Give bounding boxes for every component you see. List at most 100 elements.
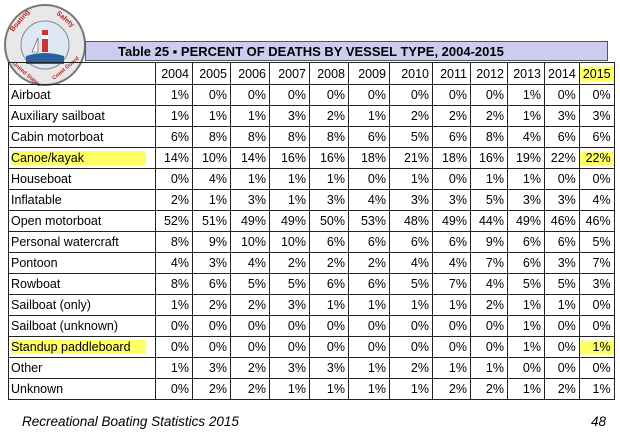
table-cell: 1% (389, 168, 433, 190)
table-cell: 1% (155, 357, 193, 379)
row-label: Open motorboat (8, 210, 156, 232)
table-cell: 51% (192, 210, 231, 232)
row-label: Airboat (8, 84, 156, 106)
table-cell: 2% (432, 105, 471, 127)
table-cell: 1% (348, 378, 390, 400)
table-cell: 3% (578, 273, 615, 295)
table-row: Canoe/kayak 14% 10% 14% 16% 16% 18% 21% 18% 16% 19… (8, 147, 615, 169)
table-cell: 18% (348, 147, 390, 169)
table-cell: 16% (470, 147, 508, 169)
column-header: 2011 (432, 62, 471, 85)
table-cell: 8% (230, 126, 270, 148)
table-cell: 1% (155, 84, 193, 106)
table-cell: 0% (578, 357, 615, 379)
table-cell: 0% (269, 315, 310, 337)
column-header: 2005 (192, 62, 231, 85)
table-cell: 0% (269, 84, 310, 106)
table-cell: 22% (578, 147, 615, 169)
table-cell: 2% (155, 189, 193, 211)
table-cell: 49% (507, 210, 545, 232)
table-row: Other 1% 3% 2% 3% 3% 1% 2% 1% 1% 0% 0% 0% (8, 357, 615, 379)
table-cell: 3% (269, 105, 310, 127)
table-cell: 10% (230, 231, 270, 253)
table-cell: 4% (348, 189, 390, 211)
table-cell: 1% (269, 378, 310, 400)
header-row: 2004 2005 2006 2007 2008 2009 2010 2011 2012 2013… (8, 62, 615, 85)
row-label: Canoe/kayak (8, 147, 156, 169)
table-cell: 1% (269, 168, 310, 190)
table-cell: 3% (192, 357, 231, 379)
table-cell: 3% (192, 252, 231, 274)
table-cell: 6% (348, 231, 390, 253)
table-cell: 0% (470, 315, 508, 337)
table-cell: 8% (192, 126, 231, 148)
table-cell: 3% (389, 189, 433, 211)
table-cell: 2% (470, 105, 508, 127)
table-cell: 0% (155, 315, 193, 337)
table-cell: 0% (578, 294, 615, 316)
table-cell: 0% (192, 315, 231, 337)
table-cell: 1% (309, 378, 349, 400)
row-label: Sailboat (only) (8, 294, 156, 316)
table-cell: 19% (507, 147, 545, 169)
table-cell: 48% (389, 210, 433, 232)
table-cell: 49% (230, 210, 270, 232)
table-cell: 50% (309, 210, 349, 232)
table-row: Auxiliary sailboat 1% 1% 1% 3% 2% 1% 2% 2% 2% 1% 3%… (8, 105, 615, 127)
table-cell: 1% (507, 294, 545, 316)
table-cell: 10% (269, 231, 310, 253)
table-cell: 0% (544, 357, 580, 379)
table-cell: 6% (309, 273, 349, 295)
table-cell: 1% (432, 294, 471, 316)
table-cell: 4% (192, 168, 231, 190)
table-cell: 46% (544, 210, 580, 232)
table-cell: 1% (507, 84, 545, 106)
table-cell: 5% (389, 126, 433, 148)
table-cell: 0% (432, 168, 471, 190)
table-cell: 0% (389, 336, 433, 358)
table-row: Airboat 1% 0% 0% 0% 0% 0% 0% 0% 0% 1% 0% 0% (8, 84, 615, 106)
table-cell: 5% (389, 273, 433, 295)
table-row: Rowboat 8% 6% 5% 5% 6% 6% 5% 7% 4% 5% 5% 3% (8, 273, 615, 295)
table-cell: 3% (309, 357, 349, 379)
table-row: Inflatable 2% 1% 3% 1% 3% 4% 3% 3% 5% 3% 3% 4% (8, 189, 615, 211)
table-cell: 0% (470, 336, 508, 358)
highlight: Canoe/kayak (11, 151, 146, 165)
table-cell: 0% (155, 168, 193, 190)
footer-text: Recreational Boating Statistics 2015 (22, 414, 239, 429)
table-row: Personal watercraft 8% 9% 10% 10% 6% 6% 6% 6% 9% 6… (8, 231, 615, 253)
table-cell: 0% (155, 336, 193, 358)
table-cell: 2% (470, 378, 508, 400)
table-cell: 21% (389, 147, 433, 169)
column-header: 2007 (269, 62, 310, 85)
table-cell: 3% (544, 105, 580, 127)
table-row: Standup paddleboard 0% 0% 0% 0% 0% 0% 0% 0% 0% 1% 0… (8, 336, 615, 358)
table-row: Sailboat (unknown) 0% 0% 0% 0% 0% 0% 0% 0% 0% 1% 0%… (8, 315, 615, 337)
table-cell: 4% (230, 252, 270, 274)
table-title: Table 25 ▪ PERCENT OF DEATHS BY VESSEL T… (85, 41, 608, 61)
table-cell: 1% (507, 336, 545, 358)
table-cell: 49% (432, 210, 471, 232)
table-row: Sailboat (only) 1% 2% 2% 3% 1% 1% 1% 1% 2% 1% 1% 0% (8, 294, 615, 316)
header-cell (8, 62, 156, 85)
table-cell: 0% (470, 84, 508, 106)
table-cell: 5% (269, 273, 310, 295)
table-cell: 1% (230, 168, 270, 190)
table-cell: 1% (432, 357, 471, 379)
table-cell: 3% (578, 105, 615, 127)
table-cell: 6% (155, 126, 193, 148)
table-cell: 1% (230, 105, 270, 127)
row-label: Sailboat (unknown) (8, 315, 156, 337)
table-row: Cabin motorboat 6% 8% 8% 8% 8% 6% 5% 6% 8% 4% 6% 6% (8, 126, 615, 148)
table-cell: 3% (432, 189, 471, 211)
table-cell: 0% (544, 84, 580, 106)
page-number: 48 (590, 414, 606, 429)
table-cell: 1% (507, 378, 545, 400)
table-cell: 8% (269, 126, 310, 148)
table-cell: 8% (155, 273, 193, 295)
table-cell: 6% (432, 126, 471, 148)
table-cell: 2% (432, 378, 471, 400)
row-label: Unknown (8, 378, 156, 400)
table-cell: 8% (155, 231, 193, 253)
table-cell: 1% (348, 105, 390, 127)
